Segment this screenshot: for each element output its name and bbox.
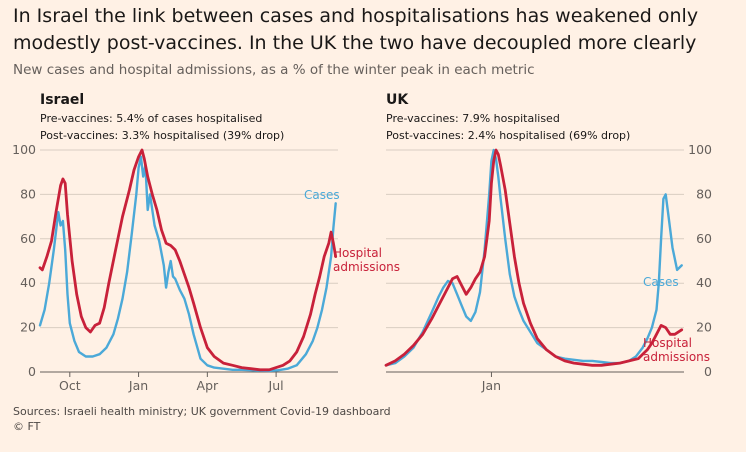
chart-title: In Israel the link between cases and hos… <box>13 5 699 54</box>
israel-series-hospital-label: Hospital <box>333 246 382 260</box>
israel-ytick-label: 40 <box>20 275 36 290</box>
israel-series-cases-label: Cases <box>304 188 340 202</box>
uk-ytick-label: 40 <box>696 275 712 290</box>
chart-subtitle: New cases and hospital admissions, as a … <box>13 62 535 78</box>
uk-panel-title: UK <box>386 92 409 108</box>
israel-ytick-label: 20 <box>20 320 36 335</box>
uk-note-2: Post-vaccines: 2.4% hospitalised (69% dr… <box>386 129 630 142</box>
uk-xtick-label: Jan <box>481 378 501 393</box>
charts-canvas: Israel Pre-vaccines: 5.4% of cases hospit… <box>12 92 712 393</box>
uk-series-hospital-line <box>384 148 684 367</box>
copyright-text: © FT <box>13 420 41 433</box>
israel-note-2: Post-vaccines: 3.3% hospitalised (39% dr… <box>40 129 284 142</box>
uk-ytick-label: 20 <box>696 320 712 335</box>
uk-ytick-label: 80 <box>696 186 712 201</box>
uk-note-1: Pre-vaccines: 7.9% hospitalised <box>386 112 560 125</box>
uk-series-hospital-label: admissions <box>643 350 710 364</box>
israel-ytick-label: 80 <box>20 186 36 201</box>
israel-series-hospital-line <box>38 148 338 372</box>
israel-series-cases-line <box>38 155 337 373</box>
source-text: Sources: Israeli health ministry; UK gov… <box>13 405 391 418</box>
uk-series-cases-label: Cases <box>643 275 679 289</box>
source-note: Sources: Israeli health ministry; UK gov… <box>13 404 391 434</box>
israel-note-1: Pre-vaccines: 5.4% of cases hospitalised <box>40 112 262 125</box>
uk-ytick-label: 60 <box>696 231 712 246</box>
israel-panel-title: Israel <box>40 92 84 108</box>
israel-xtick-label: Oct <box>59 378 81 393</box>
israel-series-hospital-label: admissions <box>333 260 400 274</box>
israel-xtick-label: Jan <box>128 378 148 393</box>
israel-xtick-label: Jul <box>268 378 284 393</box>
uk-ytick-label: 0 <box>704 364 712 379</box>
israel-ytick-label: 60 <box>20 231 36 246</box>
israel-xtick-label: Apr <box>197 378 219 393</box>
israel-ytick-label: 100 <box>12 142 36 157</box>
israel-ytick-label: 0 <box>28 364 36 379</box>
uk-ytick-label: 100 <box>688 142 712 157</box>
uk-series-hospital-label: Hospital <box>643 336 692 350</box>
